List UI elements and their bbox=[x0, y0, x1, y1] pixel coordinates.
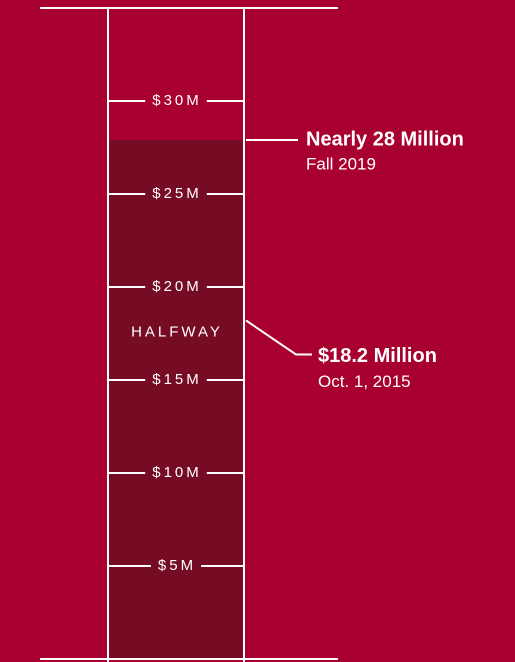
annotation-sublabel: Fall 2019 bbox=[306, 155, 376, 174]
y-tick-label: $25M bbox=[152, 185, 202, 202]
leader-line bbox=[245, 319, 312, 356]
y-tick-label: $15M bbox=[152, 371, 202, 388]
annotation-label: $18.2 Million bbox=[318, 345, 437, 367]
bar bbox=[108, 140, 244, 659]
marker-label: HALFWAY bbox=[131, 323, 223, 340]
annotation-sublabel: Oct. 1, 2015 bbox=[318, 372, 411, 391]
y-tick-label: $20M bbox=[152, 278, 202, 295]
y-tick-label: $30M bbox=[152, 92, 202, 109]
y-tick-label: $10M bbox=[152, 464, 202, 481]
y-tick-label: $5M bbox=[158, 557, 196, 574]
annotation-label: Nearly 28 Million bbox=[306, 128, 464, 150]
